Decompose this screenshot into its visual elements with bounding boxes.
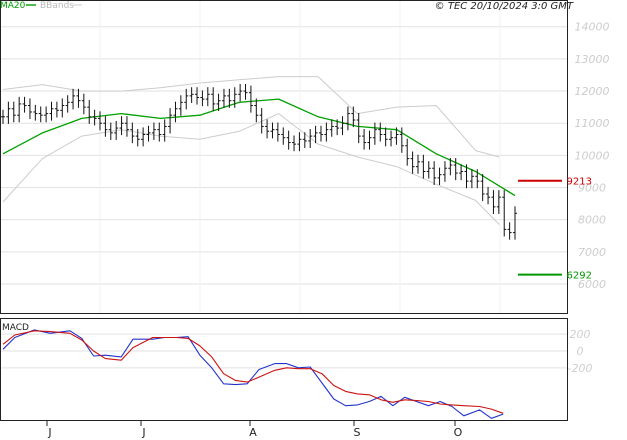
- month-label: A: [249, 426, 257, 439]
- macd-line: [2, 329, 504, 419]
- price-bars: [1, 83, 517, 240]
- bollinger-bands: [2, 76, 500, 225]
- macd-grid: [1, 333, 567, 369]
- price-levels: 9213 6292: [518, 177, 592, 282]
- price-tick-label: 9000: [578, 182, 606, 195]
- price-tick-label: 11000: [575, 117, 610, 130]
- ma20-series-line: [2, 98, 516, 197]
- macd-title: MACD: [2, 323, 29, 333]
- price-tick-label: 8000: [578, 214, 606, 227]
- price-tick-label: 6000: [578, 278, 606, 291]
- price-tick-label: 12000: [575, 85, 610, 98]
- price-tick-label: 14000: [575, 21, 610, 34]
- ma20-line: [2, 98, 516, 197]
- resistance-level-label: 9213: [567, 177, 592, 188]
- price-grid: [1, 1, 567, 313]
- macd-tick-label: -200: [568, 362, 593, 375]
- bband-upper-line: [2, 76, 500, 158]
- price-panel-frame: [0, 0, 568, 314]
- price-tick-label: 10000: [575, 149, 610, 162]
- macd-lines: [2, 329, 504, 419]
- month-label: S: [354, 426, 361, 439]
- macd-signal-line: [2, 330, 504, 414]
- price-tick-label: 13000: [575, 53, 610, 66]
- price-axis: 14000 13000 12000 11000 10000 9000 8000 7000 600…: [575, 21, 610, 291]
- copyright-text: © TEC 20/10/2024 3:0 GMT: [435, 1, 574, 12]
- month-label: J: [47, 426, 51, 439]
- bbands-legend-label: BBands: [40, 1, 74, 11]
- macd-panel-frame: [0, 318, 568, 421]
- ma-legend-label: MA20: [0, 1, 26, 11]
- macd-tick-label: 200: [570, 328, 591, 341]
- macd-axis: 200 0 -200: [568, 328, 593, 375]
- month-label: O: [454, 426, 463, 439]
- bband-lower-line: [2, 113, 500, 225]
- support-level-label: 6292: [567, 271, 592, 282]
- macd-tick-label: 0: [577, 345, 584, 358]
- month-label: J: [141, 426, 145, 439]
- price-tick-label: 7000: [578, 246, 606, 259]
